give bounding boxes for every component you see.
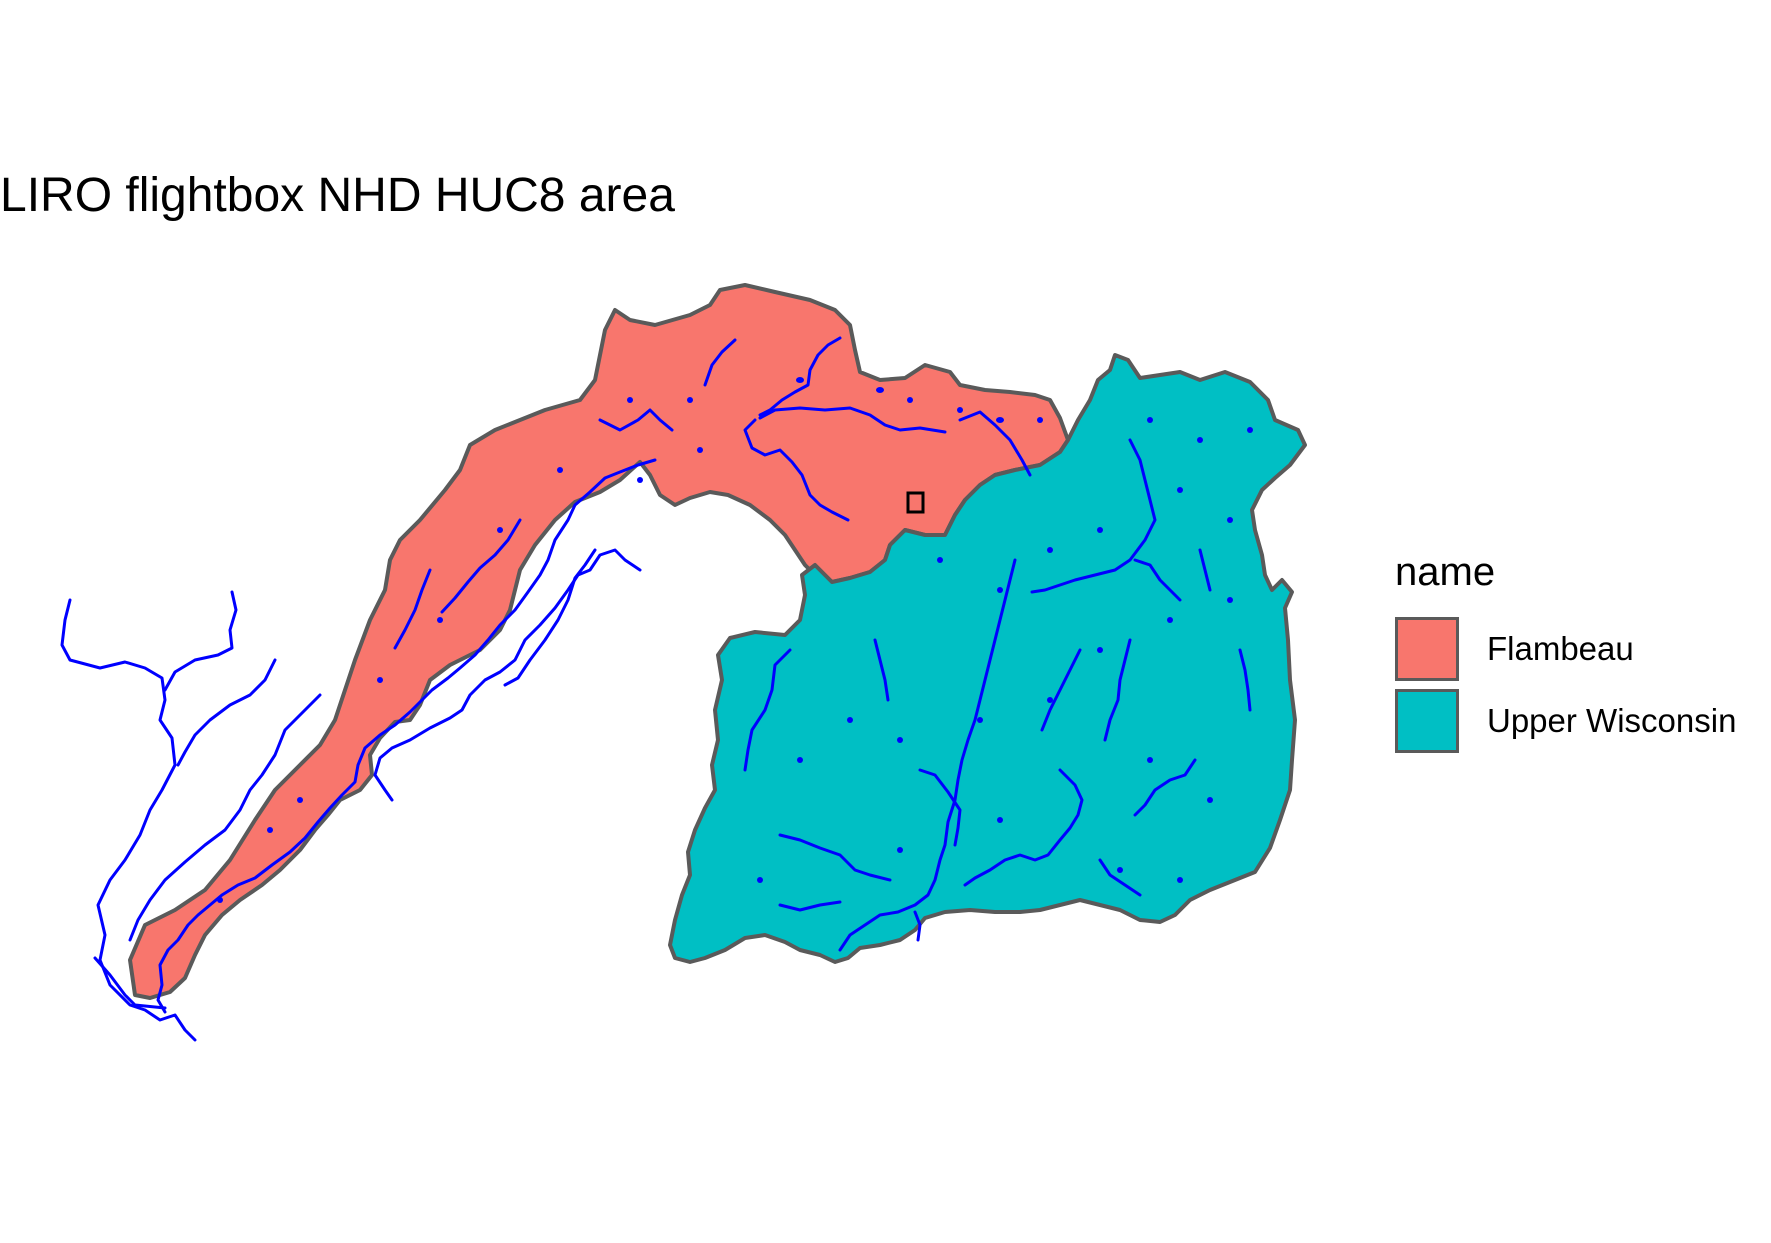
river-wisconsin-w1 [743,648,792,772]
lake [847,717,853,723]
river-wisconsin-south3 [778,900,842,912]
river-west-4 [128,693,322,942]
lake [1247,427,1253,433]
legend-label-flambeau: Flambeau [1487,630,1634,667]
lake [637,477,643,483]
lake [797,757,803,763]
lake [497,527,503,533]
river-west-1 [60,598,197,1042]
lake [1117,867,1123,873]
lakes [217,377,1253,903]
legend-item-upper-wisconsin: Upper Wisconsin [1395,685,1736,757]
river-wisconsin-mid2 [1198,548,1212,592]
river-wisconsin-south2 [778,833,892,882]
river-wisconsin-s4 [1098,858,1142,897]
river-wisconsin-se2 [1133,758,1197,817]
river-gap-2 [503,548,597,687]
river-wisconsin-east [1030,438,1157,594]
river-west-5 [93,956,167,1010]
lake [977,717,983,723]
river-wisconsin-w2 [873,638,890,702]
lake [267,827,273,833]
lake [1147,417,1153,423]
river-flambeau-trib2 [598,408,674,432]
river-flambeau-ne [758,406,947,434]
lake [1227,597,1233,603]
lake [997,587,1003,593]
lake [697,447,703,453]
region-upper-wisconsin[interactable] [668,353,1307,964]
river-wisconsin-se1 [1103,638,1132,742]
lake [1167,617,1173,623]
lake [757,877,763,883]
lake [1047,697,1053,703]
river-wisconsin-main [838,558,1017,952]
river-wisconsin-s5 [913,910,922,942]
river-west-3 [176,658,277,767]
flightbox[interactable] [906,491,925,514]
lake [1047,547,1053,553]
river-flambeau-trib5 [958,410,1032,477]
lake [1227,517,1233,523]
river-west-2 [163,590,238,692]
lake [1197,437,1203,443]
lake [907,397,913,403]
lake [217,897,223,903]
river-flambeau-trib3 [440,518,522,614]
legend-swatch-flambeau [1395,617,1459,681]
lake [557,467,563,473]
legend-label-upper-wisconsin: Upper Wisconsin [1487,702,1737,739]
lake [897,847,903,853]
legend-title: name [1395,550,1496,594]
lake [1097,647,1103,653]
river-wisconsin-ne [1133,558,1182,602]
lake [437,617,443,623]
legend-swatch-upper-wisconsin [1395,689,1459,753]
lake [996,417,1004,423]
lake [876,387,884,393]
river-wisconsin-central [918,768,962,847]
lake [627,397,633,403]
lake [937,557,943,563]
legend-item-flambeau: Flambeau [1395,613,1736,685]
river-gap-1 [373,548,642,802]
river-wisconsin-south1 [963,768,1084,887]
lake [297,797,303,803]
river-flambeau-trib4 [393,568,432,650]
river-flambeau-trib [703,338,737,387]
river-wisconsin-se3 [1238,648,1252,712]
lake [1177,877,1183,883]
lake [377,677,383,683]
river-flambeau-main [156,458,657,1014]
lake [997,817,1003,823]
river-flambeau-north [758,336,842,417]
map-title: LIRO flightbox NHD HUC8 area [0,169,675,222]
lake [796,377,804,383]
lake [1147,757,1153,763]
river-flambeau-central [743,418,850,522]
lake [1207,797,1213,803]
lake [957,407,963,413]
river-wisconsin-mid1 [1040,648,1082,732]
lake [1097,527,1103,533]
river-network [60,336,1252,1042]
lake [897,737,903,743]
lake [1037,417,1043,423]
legend: name Flambeau Upper Wisconsin [1395,550,1736,757]
lake [687,397,693,403]
lake [1177,487,1183,493]
